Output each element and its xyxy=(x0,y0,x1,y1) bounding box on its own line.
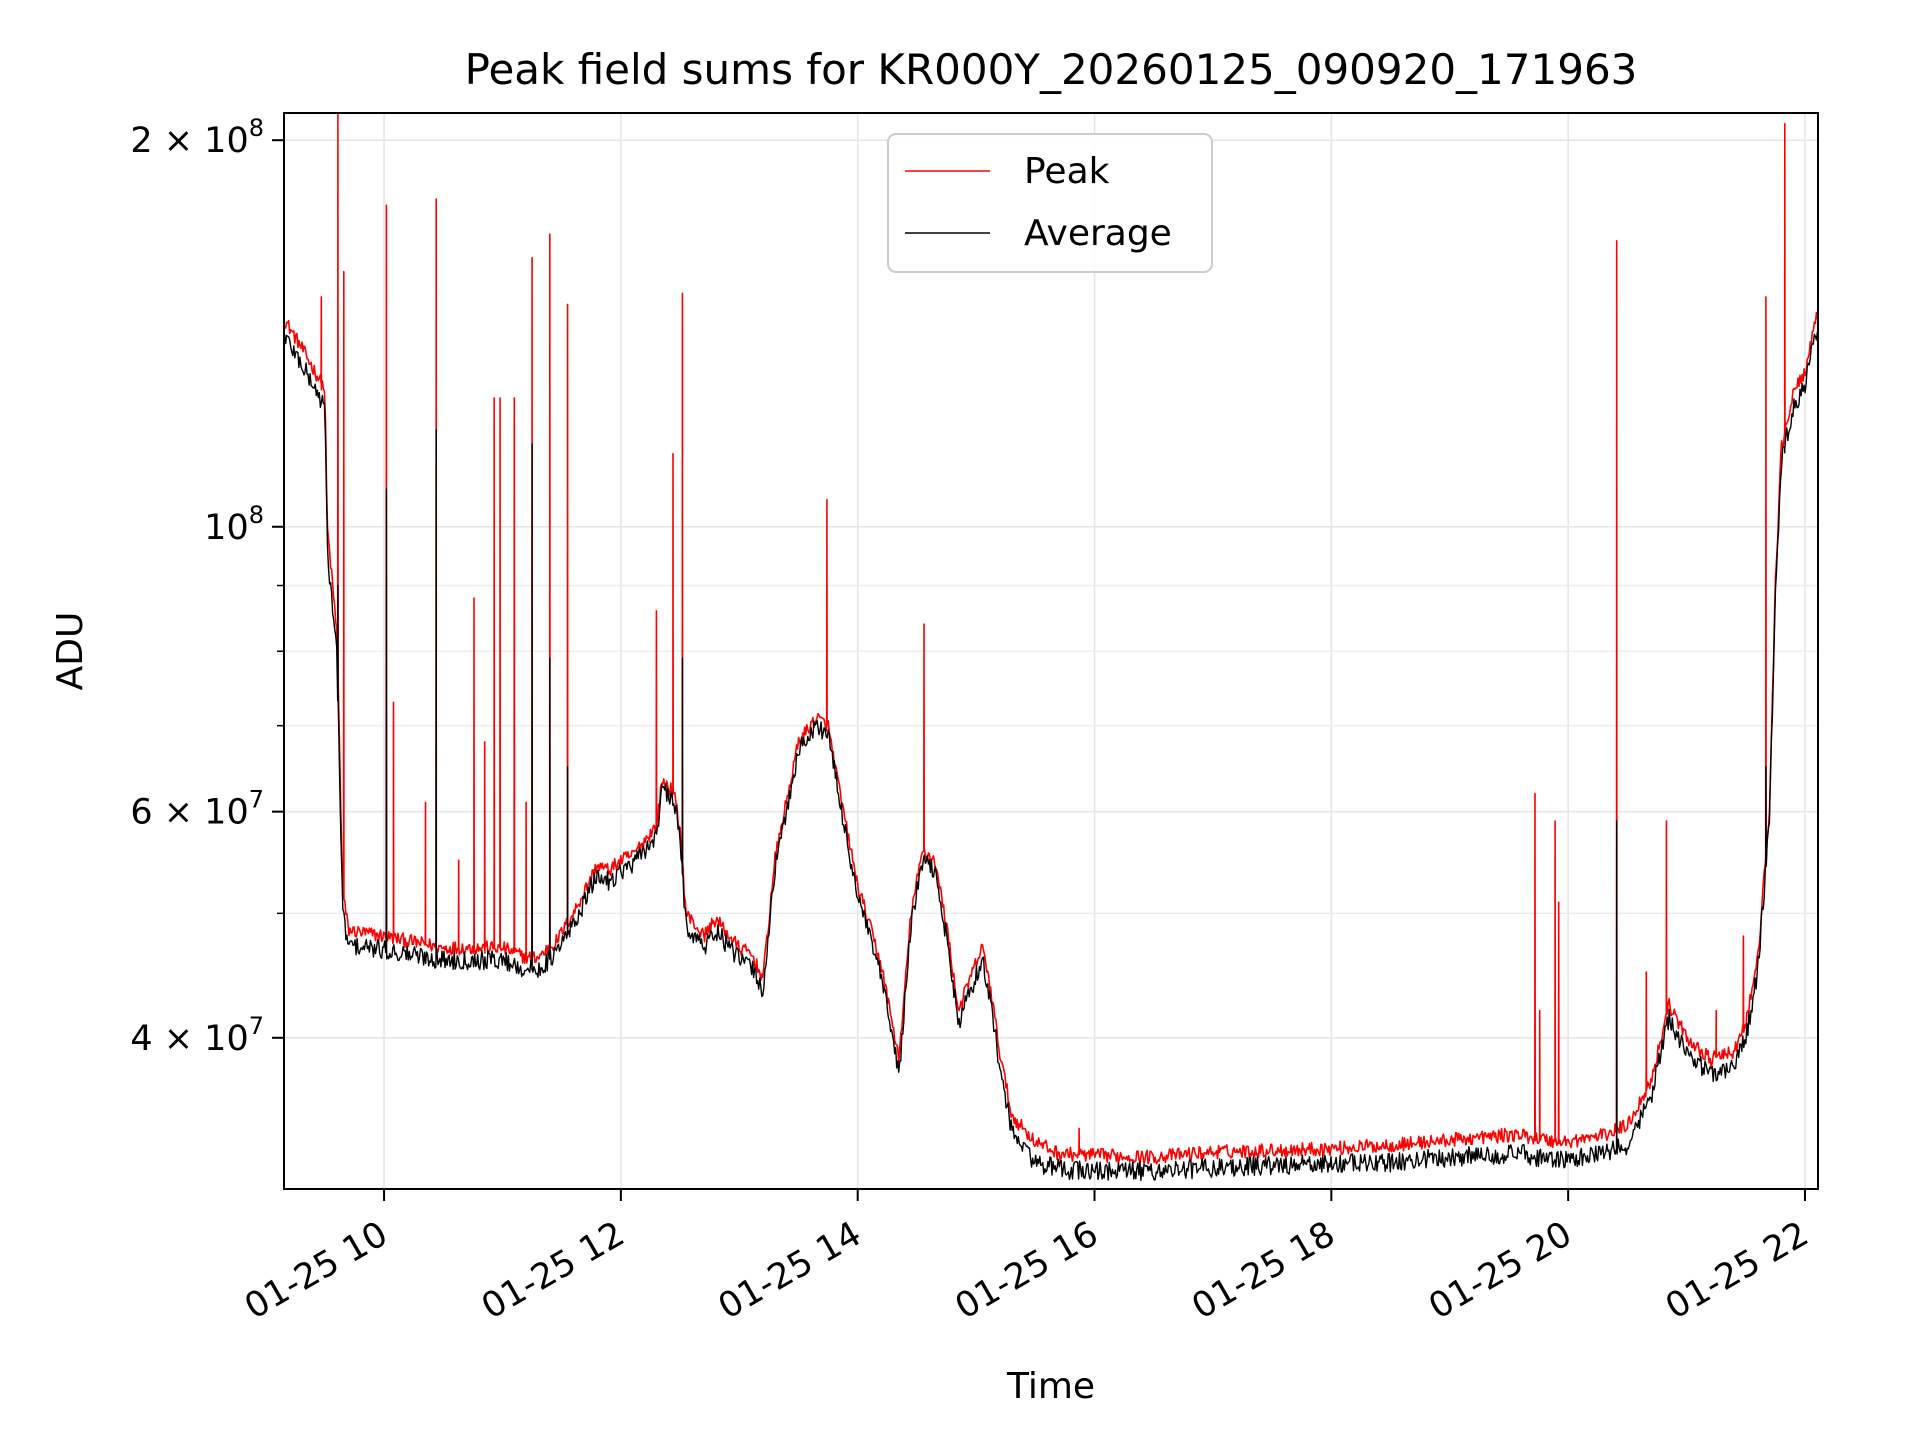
legend-box xyxy=(887,133,1213,273)
legend-average-label: Average xyxy=(1024,213,1172,254)
x-axis-label: Time xyxy=(1006,1366,1095,1407)
y-tick-label: 2 × 108 xyxy=(130,114,264,161)
peak-series-line xyxy=(283,112,1819,1165)
plot-frame xyxy=(283,112,1819,1190)
y-tick-label: 108 xyxy=(204,501,264,548)
y-axis-label: ADU xyxy=(50,612,91,691)
y-tick-label: 6 × 107 xyxy=(130,786,264,833)
chart-title: Peak field sums for KR000Y_20260125_0909… xyxy=(465,45,1638,94)
legend: Peak Average xyxy=(887,133,1213,273)
average-series-line xyxy=(283,331,1819,1181)
y-tick-label: 4 × 107 xyxy=(130,1012,264,1059)
legend-peak-label: Peak xyxy=(1024,151,1110,192)
series-lines xyxy=(283,112,1819,1181)
